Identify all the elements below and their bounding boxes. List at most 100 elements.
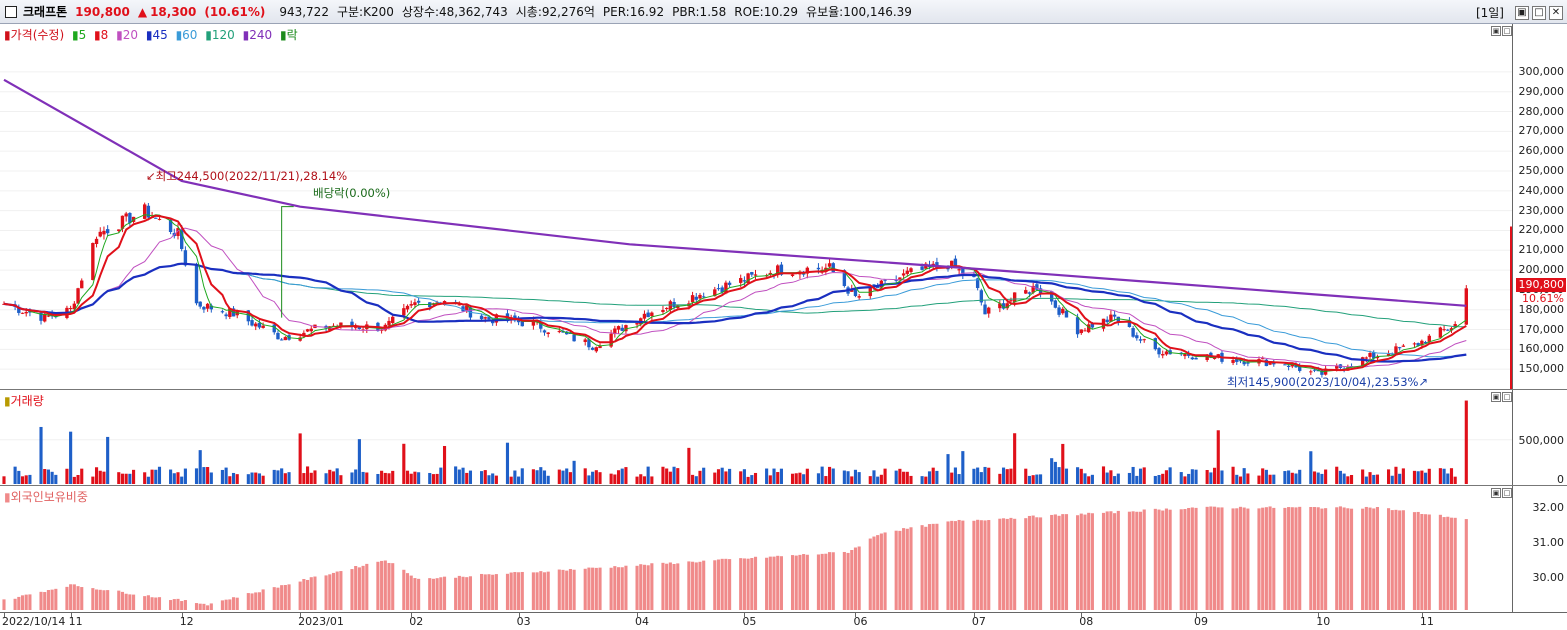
foreign-ratio-bar <box>1101 512 1106 610</box>
pane-maximize-button[interactable]: □ <box>1502 26 1512 36</box>
volume-bar <box>1090 474 1094 484</box>
volume-pane-maximize-button[interactable]: □ <box>1502 392 1512 402</box>
candle-body <box>831 263 835 273</box>
candle-body <box>1268 361 1272 365</box>
volume-bar <box>480 471 484 484</box>
candle-body <box>624 325 628 332</box>
volume-bar <box>91 476 95 484</box>
foreign-ratio-bar <box>480 573 484 610</box>
price-tick: 260,000 <box>1518 144 1565 158</box>
volume-pane[interactable]: ▮거래량 ▣ □ <box>0 390 1512 485</box>
foreign-ratio-bar <box>1064 514 1069 610</box>
volume-bar <box>753 472 758 484</box>
volume-bar <box>1261 468 1265 484</box>
foreign-ratio-bar <box>380 560 384 610</box>
foreign-ratio-bar <box>1246 508 1250 610</box>
select-checkbox[interactable] <box>5 5 17 18</box>
price-scale[interactable]: 300,000 290,000 280,000 270,000 260,000 250,0… <box>1512 24 1567 389</box>
candle-body <box>620 327 624 331</box>
volume-bar <box>494 475 498 484</box>
volume-bar <box>224 467 228 484</box>
price-pane[interactable]: ▮가격(수정) ▮5 ▮8 ▮20 ▮45 ▮60 ▮120 ▮240 ▮락 ↙… <box>0 24 1512 389</box>
foreign-pane-maximize-button[interactable]: □ <box>1502 488 1512 498</box>
volume-bar <box>376 473 380 484</box>
foreign-tick: 32.00 <box>1532 501 1565 514</box>
volume-bar <box>927 471 932 484</box>
candle-body <box>1298 366 1302 371</box>
legend-ex-dividend: ▮락 <box>279 28 298 42</box>
volume-pane-restore-button[interactable]: ▣ <box>1491 392 1501 402</box>
candle-body <box>701 296 706 298</box>
foreign-ratio-bar <box>1053 514 1057 610</box>
foreign-ratio-bar <box>1324 508 1328 610</box>
volume-bar <box>1187 473 1191 484</box>
foreign-ratio-bar <box>728 559 732 610</box>
foreign-ratio-bar <box>598 567 602 610</box>
foreign-ratio-bar <box>402 569 406 610</box>
volume-bar <box>1416 471 1420 484</box>
volume-bar <box>668 471 672 484</box>
candle-body <box>1053 300 1058 308</box>
foreign-ratio-bar <box>383 560 387 610</box>
foreign-ratio-bar <box>1039 517 1043 610</box>
foreign-ratio-bar <box>1057 515 1061 610</box>
pane-divider[interactable] <box>0 389 1567 390</box>
volume-bar <box>13 466 17 484</box>
volume-bar <box>180 476 184 484</box>
volume-bar <box>1283 471 1287 484</box>
volume-bar <box>513 470 517 484</box>
foreign-ratio-bar <box>1183 509 1187 610</box>
volume-bar <box>1157 475 1161 484</box>
foreign-ratio-bar <box>457 575 461 610</box>
foreign-ratio-bar <box>1264 507 1268 610</box>
x-axis-tick <box>181 613 183 617</box>
volume-bar <box>953 467 957 484</box>
x-axis[interactable]: 2022/10/14 11 12 2023/01 02 03 04 05 06 07 08 09 10 1… <box>0 612 1567 630</box>
category-value: 구분:K200 <box>336 5 394 19</box>
foreign-ratio-bar <box>335 571 339 610</box>
foreign-ratio-bar <box>1394 509 1398 610</box>
foreign-pane-restore-button[interactable]: ▣ <box>1491 488 1501 498</box>
foreign-ratio-bar <box>483 574 487 610</box>
price-chart-svg <box>0 71 1512 389</box>
candle-body <box>613 328 617 335</box>
pane-divider[interactable] <box>0 485 1567 486</box>
pane-restore-button[interactable]: ▣ <box>1491 26 1501 36</box>
period-selector[interactable]: [1일] <box>1475 6 1504 20</box>
foreign-ratio-bar <box>1105 511 1109 610</box>
volume-bar <box>1268 474 1272 484</box>
volume-bar <box>17 470 21 484</box>
restore-button[interactable]: ▣ <box>1515 5 1529 20</box>
candle-body <box>1372 352 1376 359</box>
volume-bar <box>1446 473 1450 484</box>
volume-bar <box>1027 475 1032 484</box>
volume-scale[interactable]: 500,000 0 <box>1512 390 1567 486</box>
price-tick: 200,000 <box>1518 263 1565 277</box>
volume-bar <box>872 470 876 484</box>
foreign-ratio-bar <box>94 589 99 610</box>
foreign-ratio-bar <box>972 520 976 610</box>
price-tick: 280,000 <box>1518 104 1565 118</box>
foreign-ratio-pane[interactable]: ▮외국인보유비중 ▣ □ <box>0 486 1512 612</box>
foreign-ratio-bar <box>1194 507 1198 610</box>
foreign-ratio-bar <box>80 587 84 610</box>
foreign-ratio-bar <box>331 572 336 610</box>
foreign-ratio-scale[interactable]: 32.00 31.00 30.00 <box>1512 486 1567 612</box>
price-tick: 180,000 <box>1518 302 1565 316</box>
volume-bar <box>1316 472 1320 484</box>
candle-body <box>102 230 106 235</box>
candle-body <box>1057 307 1061 315</box>
volume-bar <box>1220 470 1224 484</box>
volume-bar <box>776 472 780 484</box>
volume-bar <box>309 472 313 484</box>
volume-bar <box>1183 476 1187 484</box>
close-button[interactable]: ✕ <box>1549 5 1563 20</box>
foreign-ratio-bar <box>169 600 173 610</box>
foreign-ratio-bar <box>894 530 898 610</box>
volume-bar <box>1338 470 1342 484</box>
candle-body <box>998 303 1002 309</box>
candle-body <box>250 320 254 326</box>
foreign-ratio-bar <box>1424 514 1428 610</box>
foreign-ratio-bar <box>983 520 987 610</box>
maximize-button[interactable]: □ <box>1532 5 1546 20</box>
